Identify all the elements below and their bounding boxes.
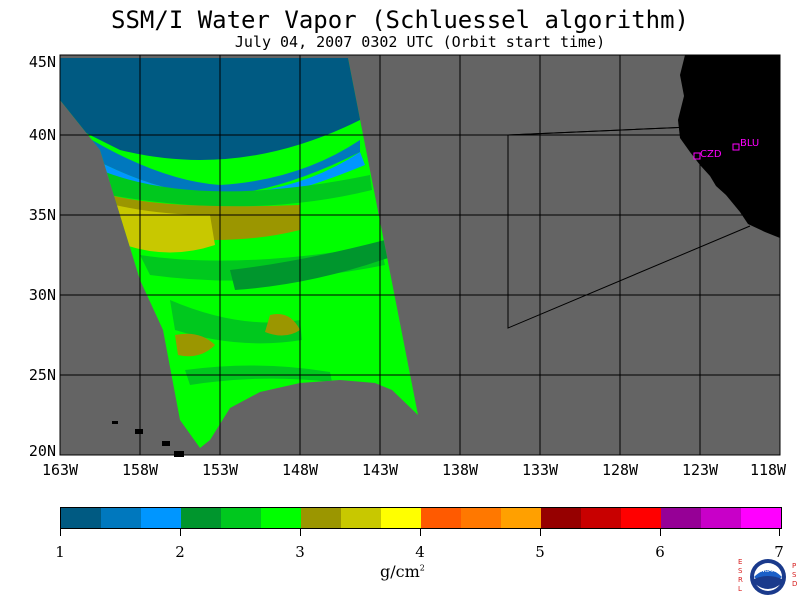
colorbar-swatch <box>421 508 461 528</box>
colorbar-label-4: 4 <box>415 543 425 561</box>
station-label-blu: BLU <box>740 138 759 149</box>
colorbar-swatch <box>141 508 181 528</box>
colorbar-tick <box>540 528 541 536</box>
graticule <box>60 55 780 455</box>
colorbar-swatch <box>661 508 701 528</box>
lon-label-153w: 153W <box>201 461 239 479</box>
colorbar-swatch <box>181 508 221 528</box>
colorbar-label-7: 7 <box>774 543 784 561</box>
hawaii-islands <box>112 421 184 457</box>
lon-label-123w: 123W <box>681 461 719 479</box>
colorbar-tick <box>660 528 661 536</box>
colorbar-swatch <box>301 508 341 528</box>
logo-center-text: NOAA <box>761 568 776 574</box>
colorbar-tick <box>60 528 61 536</box>
lat-label-30n: 30N <box>28 286 56 304</box>
lon-label-138w: 138W <box>441 461 479 479</box>
colorbar-tick <box>420 528 421 536</box>
colorbar-tick <box>779 528 780 536</box>
colorbar-swatch <box>381 508 421 528</box>
lat-label-25n: 25N <box>28 366 56 384</box>
units-text: g/cm <box>380 562 420 581</box>
colorbar-swatch <box>621 508 661 528</box>
station-label-czd: CZD <box>700 149 722 160</box>
colorbar-label-5: 5 <box>535 543 545 561</box>
lon-label-133w: 133W <box>521 461 559 479</box>
lon-label-158w: 158W <box>121 461 159 479</box>
colorbar-swatch <box>701 508 741 528</box>
colorbar-label-1: 1 <box>55 543 65 561</box>
colorbar <box>60 507 782 529</box>
colorbar-swatch <box>261 508 301 528</box>
colorbar-label-6: 6 <box>655 543 665 561</box>
colorbar-tick <box>300 528 301 536</box>
colorbar-swatch <box>541 508 581 528</box>
psd-text: PSD <box>792 562 798 588</box>
lon-label-143w: 143W <box>361 461 399 479</box>
lon-label-118w: 118W <box>749 461 787 479</box>
colorbar-swatch <box>61 508 101 528</box>
colorbar-swatch <box>581 508 621 528</box>
units-exponent: 2 <box>419 563 425 573</box>
esrl-text: ESRL <box>738 558 743 593</box>
colorbar-label-3: 3 <box>295 543 305 561</box>
lat-label-35n: 35N <box>28 206 56 224</box>
map-title: SSM/I Water Vapor (Schluessel algorithm) <box>111 6 689 34</box>
lat-label-40n: 40N <box>28 126 56 144</box>
colorbar-swatch <box>341 508 381 528</box>
map-subtitle: July 04, 2007 0302 UTC (Orbit start time… <box>234 33 606 51</box>
land-mass <box>678 55 780 238</box>
lat-label-45n: 45N <box>28 53 56 71</box>
station-czd <box>693 152 701 160</box>
colorbar-swatch <box>501 508 541 528</box>
map-frame <box>59 54 781 456</box>
colorbar-swatch <box>461 508 501 528</box>
lon-label-163w: 163W <box>41 461 79 479</box>
colorbar-label-2: 2 <box>175 543 185 561</box>
boundary-outline <box>507 126 751 329</box>
colorbar-swatch <box>221 508 261 528</box>
colorbar-units: g/cm2 <box>380 562 425 581</box>
lon-label-148w: 148W <box>281 461 319 479</box>
colorbar-tick <box>180 528 181 536</box>
lon-label-128w: 128W <box>601 461 639 479</box>
station-blu <box>732 143 740 151</box>
colorbar-swatch <box>101 508 141 528</box>
noaa-logo: NOAA <box>736 555 800 600</box>
colorbar-swatch <box>741 508 781 528</box>
lat-label-20n: 20N <box>28 442 56 460</box>
